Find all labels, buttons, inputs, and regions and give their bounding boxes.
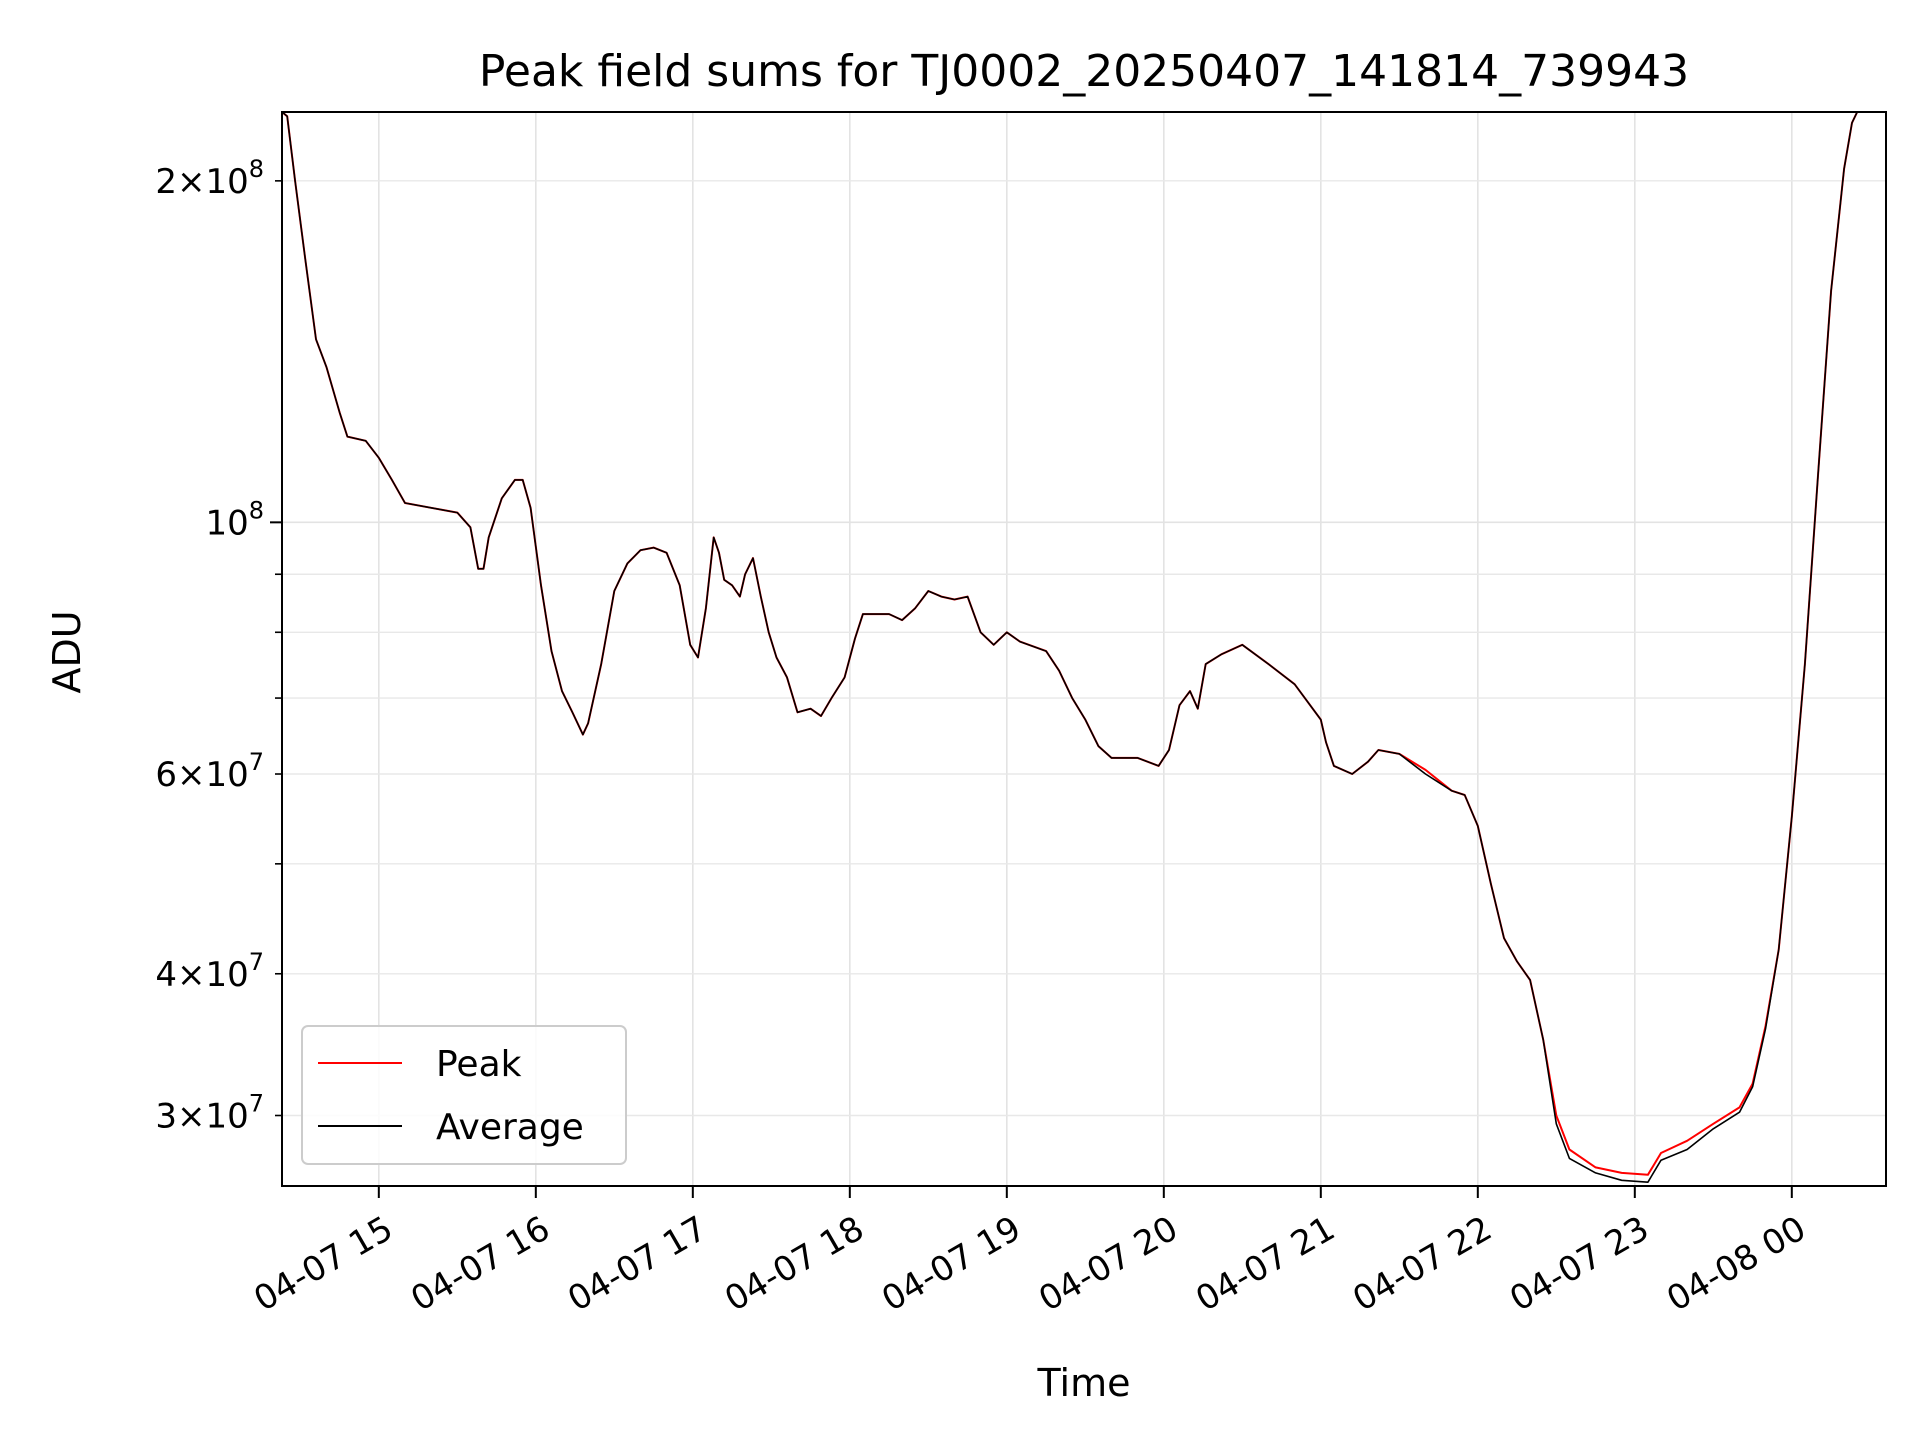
legend-label-peak: Peak [436, 1044, 522, 1085]
y-tick-exponent: 7 [249, 748, 264, 776]
y-tick-base: 10 [205, 955, 248, 995]
y-tick-times: × [177, 755, 206, 795]
y-tick-base: 10 [205, 162, 248, 202]
y-tick-mantissa: 4 [155, 955, 177, 995]
legend-label-average: Average [436, 1107, 584, 1148]
y-tick-label: 3×107 [155, 1089, 264, 1136]
y-tick-exponent: 7 [249, 948, 264, 976]
chart-title: Peak field sums for TJ0002_20250407_1418… [479, 46, 1689, 97]
grid-lines [282, 112, 1886, 1186]
y-tick-mantissa: 6 [155, 755, 177, 795]
y-tick-times: × [177, 955, 206, 995]
y-tick-base: 10 [205, 1096, 248, 1136]
legend: Peak Average [301, 1025, 627, 1165]
y-tick-label: 108 [205, 496, 264, 543]
y-tick-exponent: 7 [249, 1089, 264, 1117]
y-tick-label: 2×108 [155, 155, 264, 202]
y-tick-label: 6×107 [155, 748, 264, 795]
y-tick-times: × [177, 1096, 206, 1136]
y-tick-base: 10 [205, 755, 248, 795]
y-tick-label: 4×107 [155, 948, 264, 995]
x-axis-label: Time [1037, 1361, 1131, 1405]
plot-series [282, 112, 1859, 1183]
legend-box [301, 1025, 627, 1165]
y-tick-times: × [177, 162, 206, 202]
y-tick-mantissa: 3 [155, 1096, 177, 1136]
y-tick-exponent: 8 [249, 155, 264, 183]
series-line-average [282, 112, 1858, 1183]
y-tick-mantissa: 2 [155, 162, 177, 202]
y-tick-base: 10 [205, 503, 248, 543]
plot-frame [281, 111, 1887, 1187]
y-axis-label: ADU [45, 610, 89, 693]
y-tick-exponent: 8 [249, 496, 264, 524]
